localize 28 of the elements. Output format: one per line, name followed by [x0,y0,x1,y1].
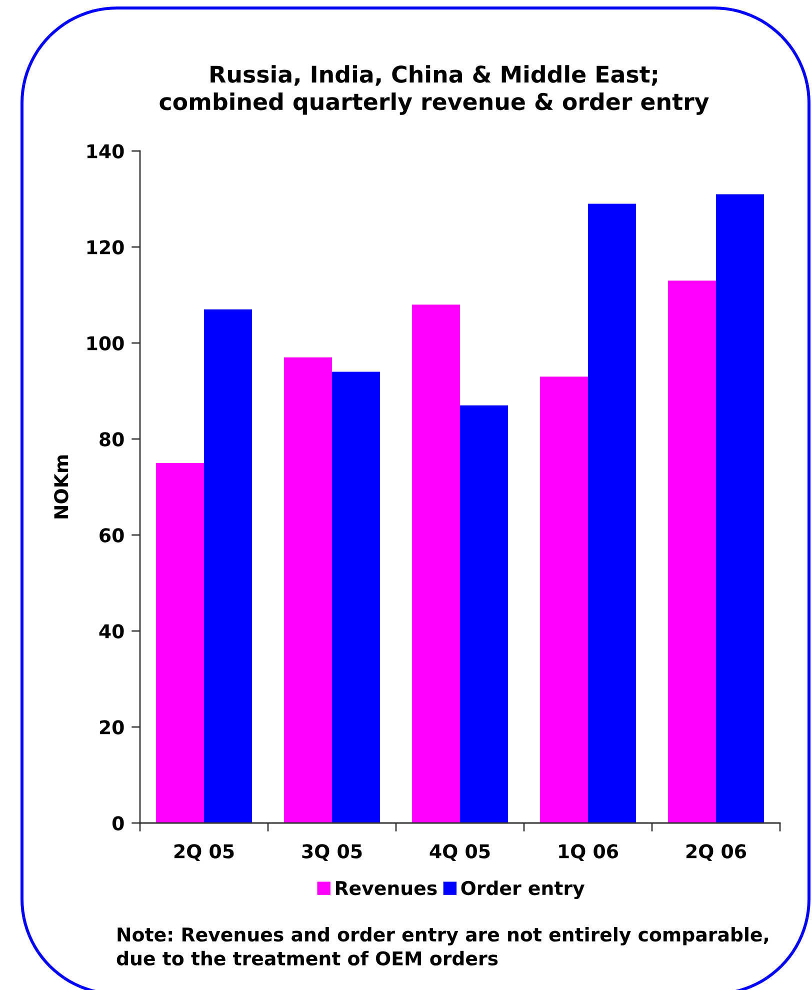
y-tick-label: 80 [100,432,124,446]
bar [284,357,332,823]
y-tick-label: 120 [87,240,124,254]
y-tick-label: 140 [87,144,124,158]
x-tick-label: 1Q 06 [559,844,618,861]
bar [204,309,252,823]
bar [460,405,508,823]
y-axis-title: NOKm [54,455,68,518]
x-tick-label: 2Q 06 [686,844,746,861]
y-tick-label: 20 [100,720,124,734]
x-tick-label: 3Q 05 [302,844,362,861]
legend-label: Order entry [461,880,584,900]
bar [588,204,636,823]
bar [540,376,588,823]
y-tick-label: 60 [100,528,124,542]
y-tick-label: 0 [112,816,124,830]
bar [156,463,204,823]
legend-label: Revenues [336,881,437,896]
bar [716,194,764,823]
x-tick-label: 2Q 05 [174,844,234,861]
bar [668,280,716,823]
bar [412,304,460,823]
text: Note: Revenues and order entry are not entirely comparable, due to the treatment of OEM orders [116,927,768,966]
chart-title: Russia, India, China & Middle East; combined quarterly revenue & order entry [160,65,709,115]
bar [332,372,380,823]
x-tick-label: 4Q 05 [430,844,490,861]
y-tick-label: 40 [99,624,124,638]
y-tick-label: 100 [87,336,124,350]
